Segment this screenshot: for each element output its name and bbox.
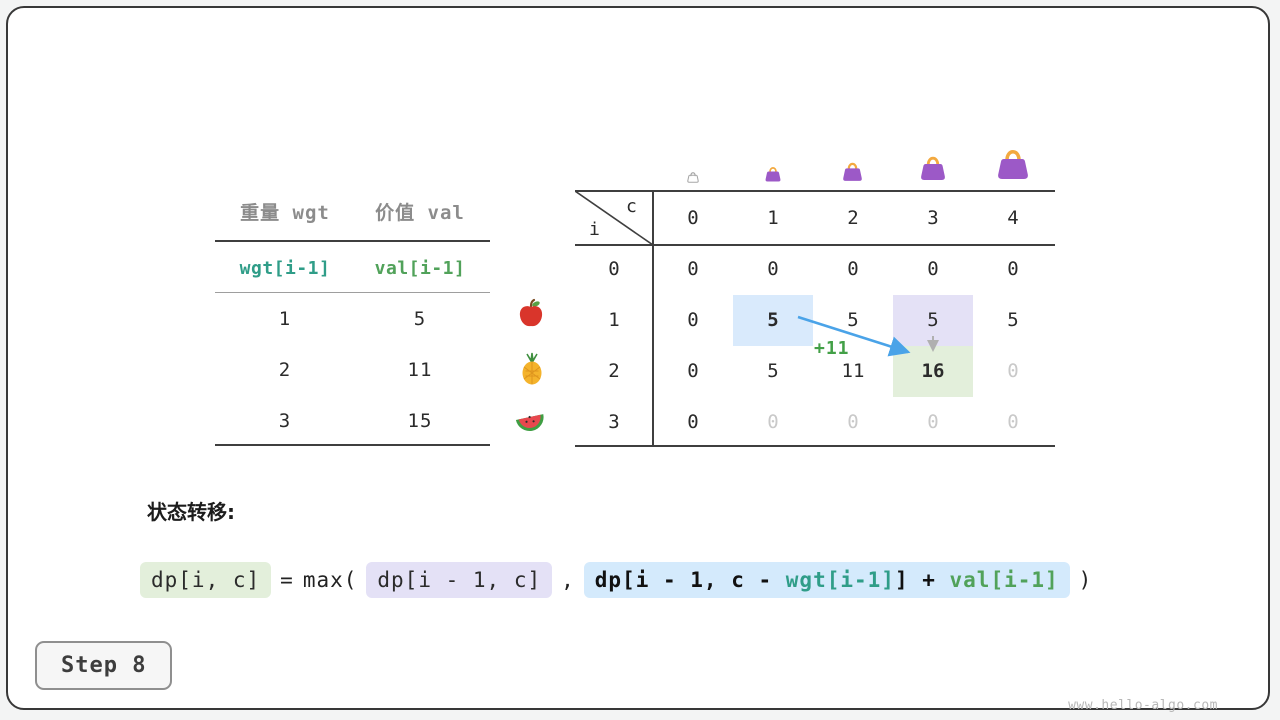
- bag-icon-4: [993, 144, 1033, 184]
- formula-option2-val: val[i-1]: [949, 568, 1059, 592]
- dp-col-header: 2: [847, 207, 859, 229]
- formula-comma: ,: [561, 568, 575, 592]
- item-table-divider: [215, 292, 490, 293]
- dp-cell: 0: [927, 411, 939, 433]
- dp-row-label: 1: [608, 309, 620, 331]
- watermelon-icon: [513, 406, 547, 436]
- dp-cell: 0: [927, 258, 939, 280]
- formula-option2: dp[i - 1, c - wgt[i-1]] + val[i-1]: [583, 562, 1070, 598]
- dp-cell: 0: [767, 258, 779, 280]
- dp-cell: 0: [687, 309, 699, 331]
- transition-label: 状态转移:: [147, 500, 235, 524]
- dp-table-header-border: [575, 244, 1055, 246]
- dp-cell: 5: [1007, 309, 1019, 331]
- dp-cell: 0: [767, 411, 779, 433]
- item-table-wgt-formula: wgt[i-1]: [239, 258, 331, 279]
- item-table-header-val: 价值 val: [375, 202, 465, 224]
- watermark: www.hello-algo.com: [1068, 698, 1218, 713]
- bag-icon-2: [840, 159, 865, 184]
- dp-col-header: 1: [767, 207, 779, 229]
- dp-table-bottom-border: [575, 445, 1055, 447]
- transition-add-annotation: +11: [814, 338, 850, 359]
- dp-corner-col-var: c: [626, 196, 637, 217]
- dp-cell-source-blue: 5: [767, 309, 779, 331]
- dp-row-label: 2: [608, 360, 620, 382]
- formula-max-open: max(: [302, 568, 358, 592]
- dp-cell: 0: [1007, 258, 1019, 280]
- dp-col-header: 3: [927, 207, 939, 229]
- formula-equals: =: [280, 568, 294, 592]
- item-table-divider: [215, 240, 490, 242]
- dp-cell: 5: [767, 360, 779, 382]
- formula-close-paren: ): [1078, 568, 1093, 592]
- dp-corner-diagonal: [575, 191, 653, 245]
- dp-corner-row-var: i: [589, 219, 600, 240]
- formula-option1: dp[i - 1, c]: [366, 562, 553, 598]
- dp-cell: 0: [847, 258, 859, 280]
- dp-cell: 11: [841, 360, 865, 382]
- item-table-header-wgt: 重量 wgt: [240, 202, 330, 224]
- apple-icon: [515, 297, 547, 329]
- dp-col-header: 0: [687, 207, 699, 229]
- dp-table-top-border: [575, 190, 1055, 192]
- dp-cell-target: 16: [921, 360, 945, 382]
- item-wgt-2: 2: [278, 359, 292, 381]
- formula-option2-prefix: dp[i - 1, c -: [594, 568, 786, 592]
- dp-row-label: 0: [608, 258, 620, 280]
- dp-cell: 0: [1007, 411, 1019, 433]
- dp-table-vertical-border: [652, 190, 654, 447]
- item-table-val-formula: val[i-1]: [374, 258, 466, 279]
- dp-cell: 0: [847, 411, 859, 433]
- item-wgt-1: 1: [278, 308, 292, 330]
- dp-cell: 0: [1007, 360, 1019, 382]
- dp-cell: 0: [687, 360, 699, 382]
- dp-cell-source-purple: 5: [927, 309, 939, 331]
- item-val-2: 11: [407, 359, 433, 381]
- dp-row-label: 3: [608, 411, 620, 433]
- item-val-1: 5: [413, 308, 427, 330]
- step-badge: Step 8: [35, 641, 173, 690]
- dp-col-header: 4: [1007, 207, 1019, 229]
- formula-option2-wgt: wgt[i-1]: [785, 568, 895, 592]
- pineapple-icon: [517, 352, 547, 386]
- bag-icon-3: [917, 152, 949, 184]
- formula-lhs: dp[i, c]: [140, 562, 272, 598]
- dp-cell: 0: [687, 258, 699, 280]
- bag-icon-1: [763, 164, 783, 184]
- dp-cell: 0: [687, 411, 699, 433]
- bag-icon-empty: [686, 170, 700, 184]
- item-wgt-3: 3: [278, 410, 292, 432]
- formula-option2-infix: ] +: [894, 568, 950, 592]
- transition-formula: dp[i, c] = max( dp[i - 1, c] , dp[i - 1,…: [140, 562, 1092, 598]
- item-table-divider: [215, 444, 490, 446]
- item-val-3: 15: [407, 410, 433, 432]
